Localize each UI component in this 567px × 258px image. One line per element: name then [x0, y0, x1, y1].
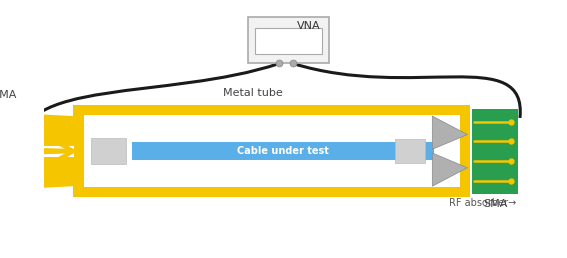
Text: RF absorber→: RF absorber→ [449, 198, 516, 208]
Polygon shape [432, 153, 467, 186]
Bar [472, 109, 518, 194]
Text: SMA: SMA [0, 90, 16, 100]
Bar [132, 142, 434, 160]
Bar [395, 139, 425, 163]
Text: Cable under test: Cable under test [237, 146, 329, 156]
FancyBboxPatch shape [248, 17, 329, 63]
Bar [20, 146, 74, 149]
Polygon shape [21, 118, 73, 153]
Text: VNA: VNA [297, 21, 320, 31]
Text: SMA: SMA [483, 199, 507, 209]
Bar [91, 138, 126, 164]
Bar [73, 105, 470, 115]
Bar [432, 138, 460, 164]
FancyBboxPatch shape [255, 28, 321, 54]
Bar [73, 105, 83, 197]
Polygon shape [21, 113, 73, 189]
Text: Metal tube: Metal tube [223, 88, 283, 98]
Bar [83, 115, 460, 187]
Polygon shape [432, 116, 467, 149]
Bar [73, 187, 470, 197]
Polygon shape [21, 148, 73, 155]
Bar [20, 153, 74, 157]
Bar [460, 105, 470, 197]
Polygon shape [21, 149, 73, 184]
